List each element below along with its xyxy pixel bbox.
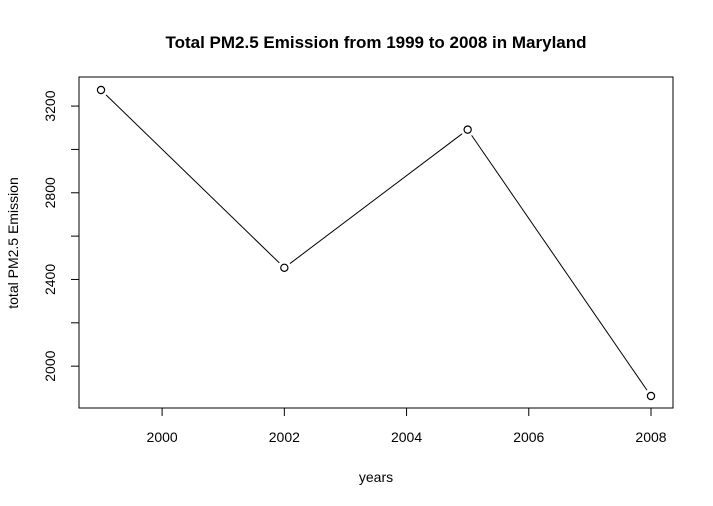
data-point [96, 85, 106, 95]
plot-frame [78, 76, 674, 409]
y-tick-label: 2800 [42, 177, 58, 208]
series-layer [96, 85, 656, 401]
x-tick-label: 2008 [635, 429, 666, 445]
y-tick-label: 3200 [42, 90, 58, 121]
data-point [463, 125, 472, 134]
x-tick-label: 2004 [391, 429, 422, 445]
y-tick-label: 2400 [42, 264, 58, 295]
y-tick-label: 2000 [42, 350, 58, 381]
x-axis-label: years [359, 469, 393, 485]
series-segment [289, 133, 463, 264]
y-axis: 2000 2400 2800 3200 [42, 90, 80, 382]
data-point [646, 391, 656, 401]
y-axis-label: total PM2.5 Emission [5, 177, 21, 309]
x-tick-label: 2006 [513, 429, 544, 445]
x-tick-label: 2000 [147, 429, 178, 445]
chart-title: Total PM2.5 Emission from 1999 to 2008 i… [165, 33, 586, 52]
series-segment [471, 135, 648, 391]
data-point [280, 263, 289, 272]
series-segment [105, 94, 280, 264]
x-axis: 2000 2002 2004 2006 2008 [147, 407, 667, 445]
x-tick-label: 2002 [269, 429, 300, 445]
